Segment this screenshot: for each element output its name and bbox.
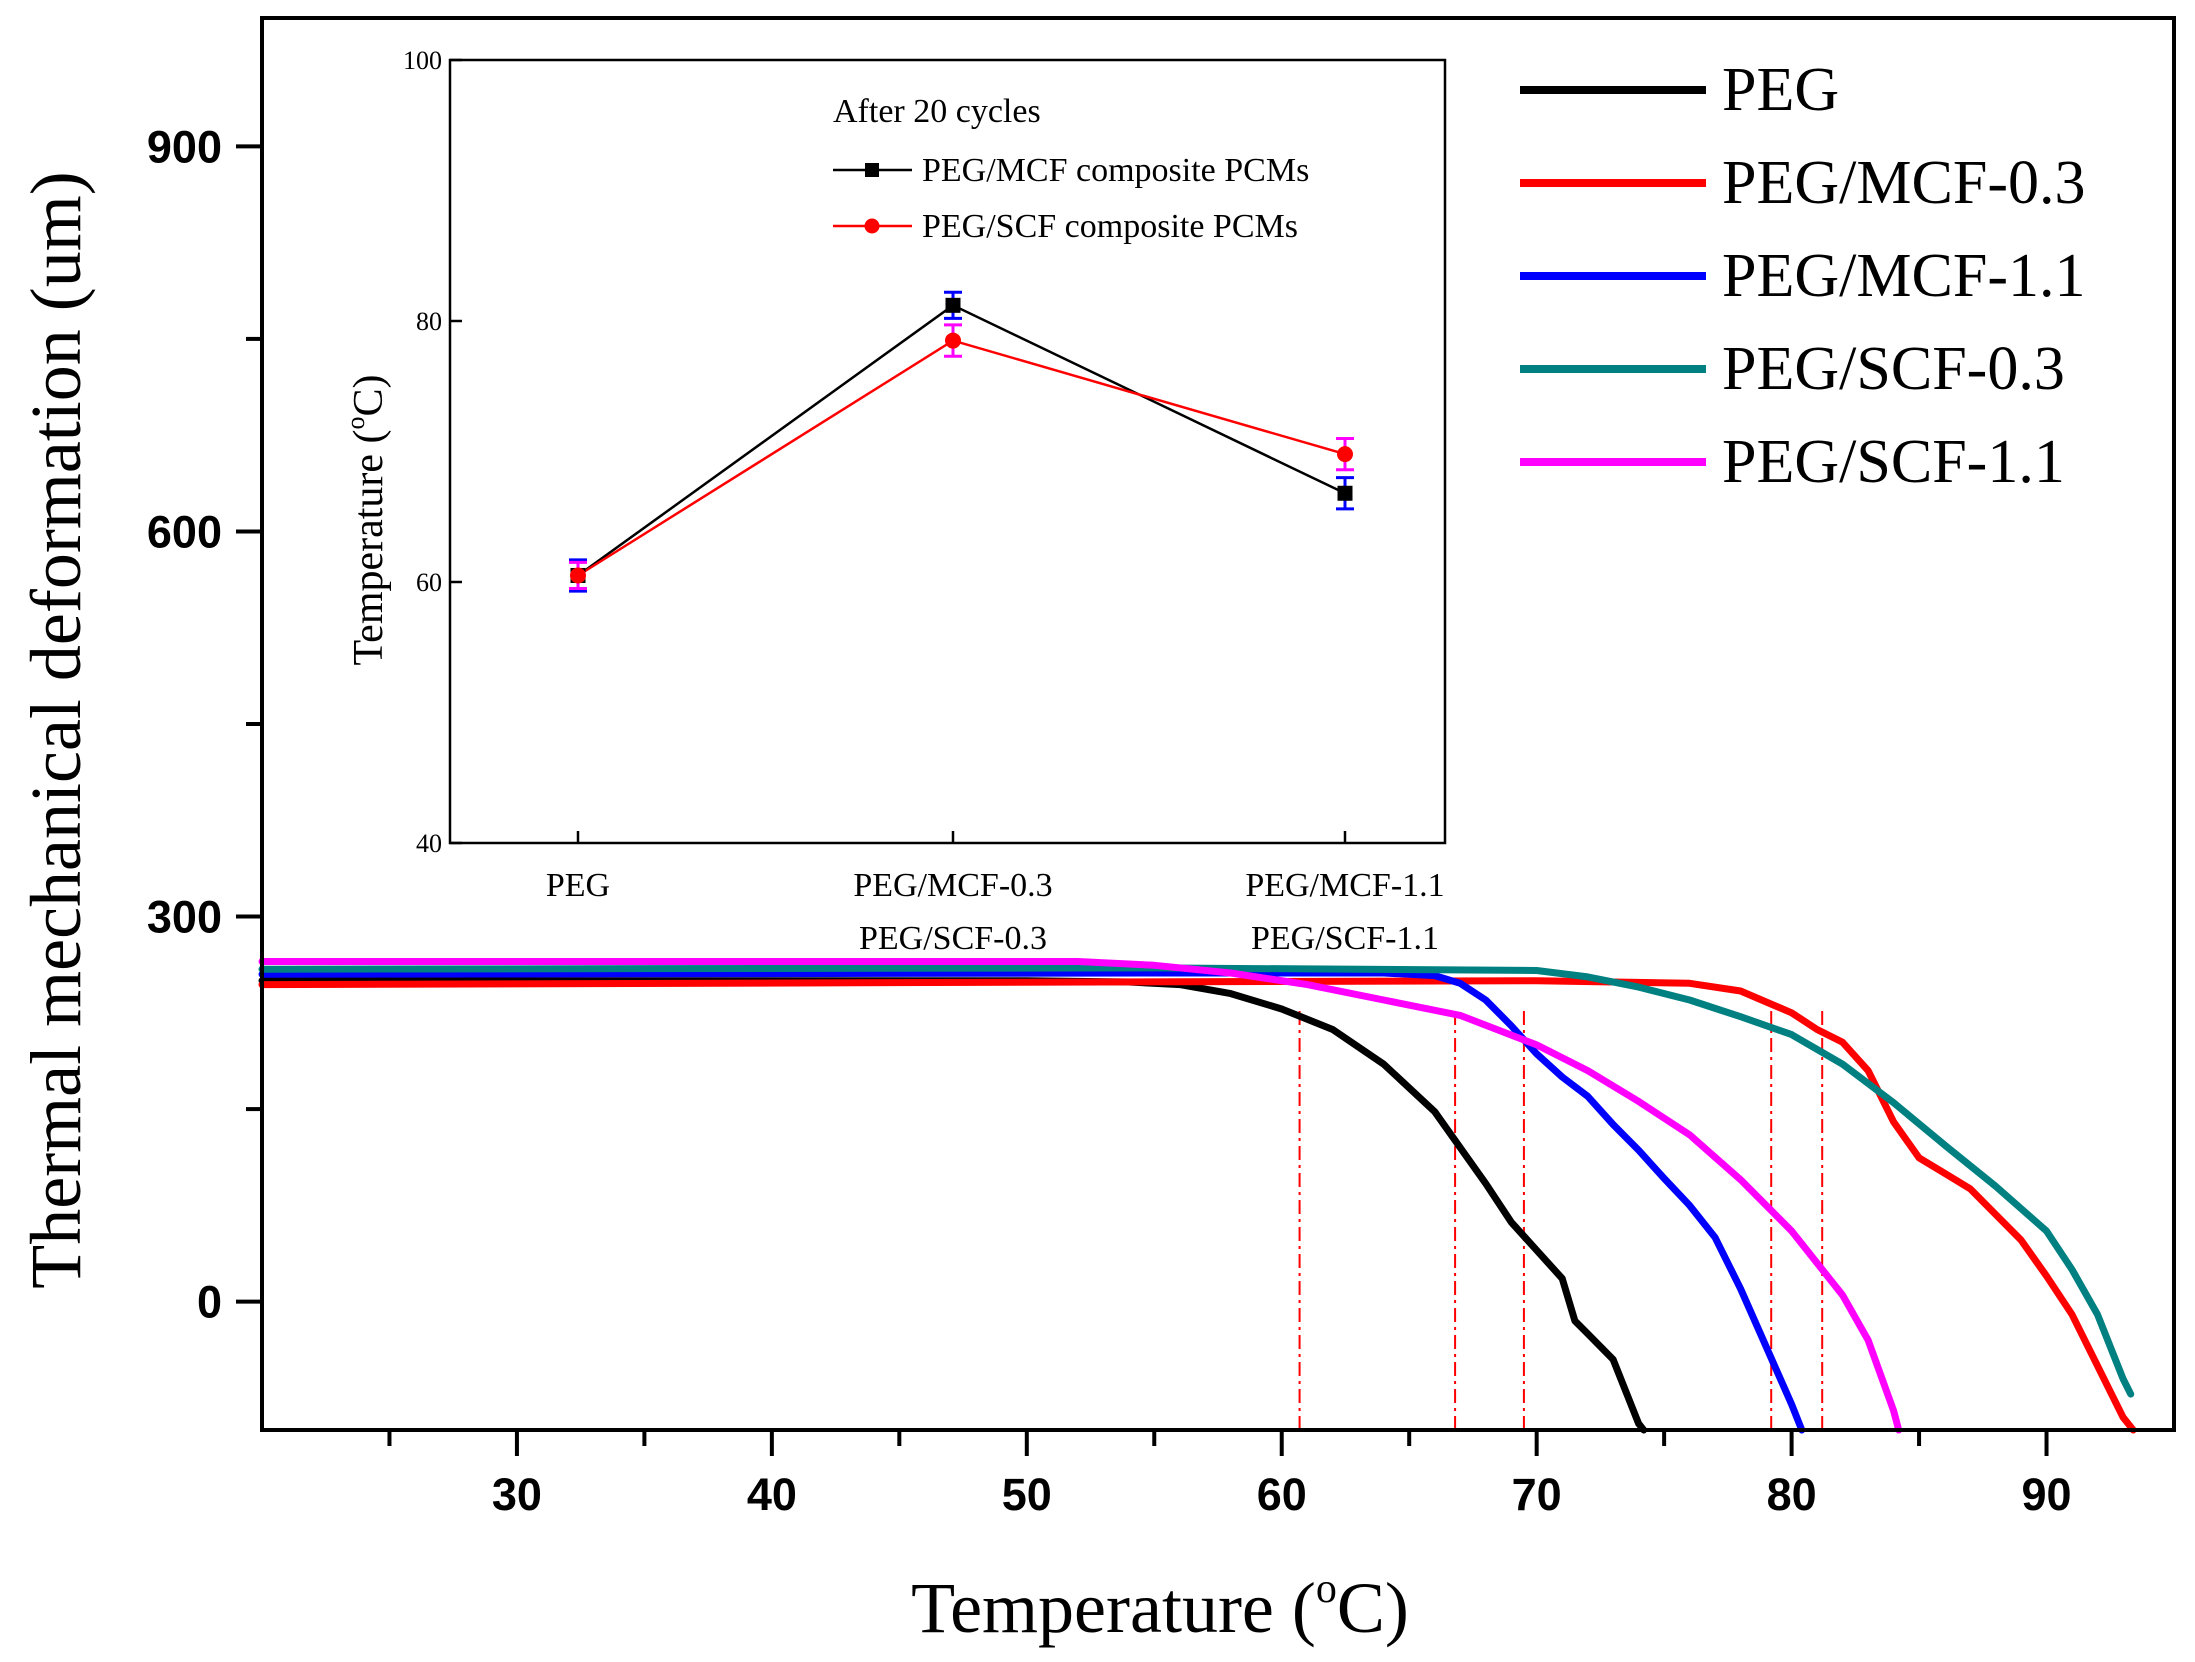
inset-category-label: PEG/SCF-0.3 [859, 920, 1047, 957]
inset-point-peg-scf-composite-pcms [945, 332, 961, 349]
inset-series-group [569, 290, 1354, 593]
inset-point-peg-scf-composite-pcms [1337, 446, 1353, 463]
inset-x-categories: PEG PEG/MCF-0.3 PEG/SCF-0.3 PEG/MCF-1.1 PEG/… [546, 831, 1445, 957]
main-y-axis-label: Thermal mechanical deformation (um) [16, 171, 96, 1289]
x-tick-label: 40 [747, 1469, 797, 1520]
x-tick-label: 80 [1767, 1469, 1817, 1520]
inset-y-ticks: 40 60 80 100 [403, 46, 462, 858]
guide-lines [1298, 1010, 1824, 1430]
main-y-ticks: 0 300 600 900 [147, 121, 262, 1328]
inset-plot: 40 60 80 100 PEG PEG/MCF-0.3 PEG/SCF-0.3 PEG/M… [341, 46, 1447, 957]
inset-background [450, 60, 1445, 843]
inset-category-label: PEG/SCF-1.1 [1251, 920, 1439, 957]
inset-legend-label-scf: PEG/SCF composite PCMs [922, 208, 1298, 245]
x-tick-label: 50 [1002, 1469, 1052, 1520]
legend-label-peg-mcf-1-1: PEG/MCF-1.1 [1722, 242, 2085, 310]
inset-y-axis-label: Temperature (oC) [341, 374, 392, 665]
legend-label-peg-scf-0-3: PEG/SCF-0.3 [1722, 335, 2065, 403]
series-line-peg-mcf-0-3 [258, 977, 2137, 1434]
x-tick-label: 60 [1257, 1469, 1307, 1520]
legend-label-peg-mcf-0-3: PEG/MCF-0.3 [1722, 149, 2085, 217]
inset-y-tick-label: 60 [416, 568, 442, 597]
inset-point-peg-mcf-composite-pcms [945, 297, 961, 313]
inset-y-tick-label: 100 [403, 46, 442, 75]
inset-category-label: PEG/MCF-0.3 [853, 867, 1052, 904]
x-tick-label: 70 [1512, 1469, 1562, 1520]
inset-legend-label-mcf: PEG/MCF composite PCMs [922, 152, 1309, 189]
series-line-peg-mcf-1-1 [258, 969, 1806, 1434]
x-tick-label: 30 [492, 1469, 542, 1520]
series-line-peg-scf-1-1 [258, 958, 1903, 1434]
y-tick-label: 0 [197, 1277, 222, 1328]
main-series-group [258, 958, 2137, 1434]
inset-legend-marker-scf [864, 218, 880, 234]
inset-plot-frame [448, 58, 1447, 845]
main-legend: PEG PEG/MCF-0.3 PEG/MCF-1.1 PEG/SCF-0.3 PEG/… [1520, 56, 2085, 496]
inset-legend-marker-mcf [865, 163, 879, 177]
legend-label-peg: PEG [1722, 56, 1839, 124]
inset-y-tick-label: 80 [416, 307, 442, 336]
y-tick-label: 600 [147, 506, 222, 557]
inset-title: After 20 cycles [833, 93, 1041, 130]
main-x-ticks: 30 40 50 60 70 80 90 [387, 1430, 2072, 1520]
inset-point-peg-mcf-composite-pcms [1337, 485, 1353, 501]
series-line-peg-scf-0-3 [258, 964, 2135, 1398]
inset-y-tick-label: 40 [416, 829, 442, 858]
inset-category-label: PEG [546, 867, 610, 904]
y-tick-label: 900 [147, 121, 222, 172]
inset-point-peg-scf-composite-pcms [570, 567, 586, 584]
x-tick-label: 90 [2022, 1469, 2072, 1520]
main-x-axis-label: Temperature (oC) [911, 1566, 1409, 1648]
inset-legend: PEG/MCF composite PCMs PEG/SCF composite… [833, 152, 1309, 245]
y-tick-label: 300 [147, 892, 222, 943]
main-plot: 30 40 50 60 70 80 90 0 300 600 900 Temperature (o… [16, 16, 2176, 1648]
inset-category-label: PEG/MCF-1.1 [1245, 867, 1444, 904]
legend-label-peg-scf-1-1: PEG/SCF-1.1 [1722, 428, 2065, 496]
